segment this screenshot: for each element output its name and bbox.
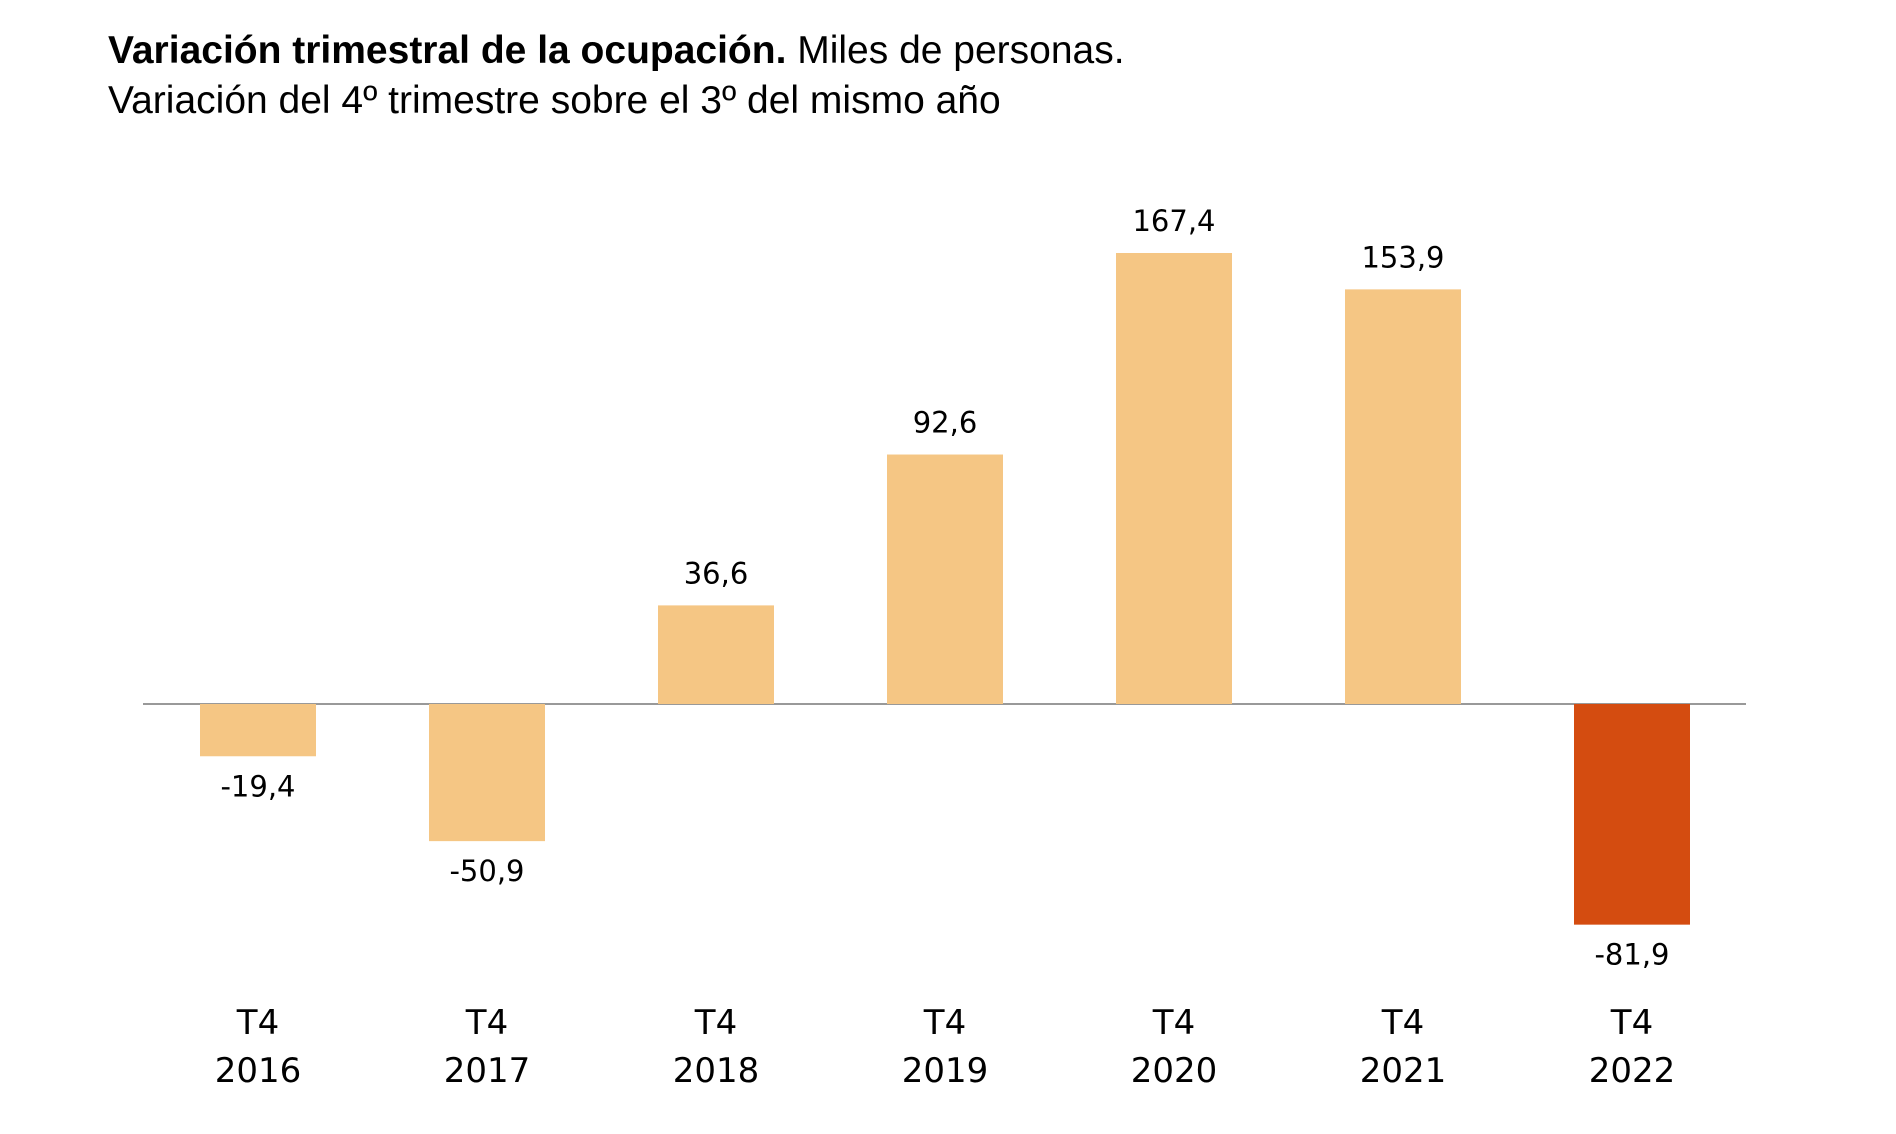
bar-3	[887, 454, 1003, 704]
value-label-3: 92,6	[913, 406, 978, 440]
category-label-0-line-0: T4	[236, 1003, 279, 1043]
category-label-6-line-0: T4	[1610, 1003, 1653, 1043]
chart-subtitle: Variación del 4º trimestre sobre el 3º d…	[108, 79, 1001, 122]
category-label-5-line-1: 2021	[1360, 1051, 1447, 1091]
value-label-1: -50,9	[449, 854, 524, 888]
category-label-1-line-0: T4	[465, 1003, 508, 1043]
value-label-5: 153,9	[1361, 240, 1444, 274]
bar-5	[1345, 289, 1461, 704]
category-label-3-line-1: 2019	[902, 1051, 989, 1091]
bar-series	[200, 253, 1690, 925]
value-label-6: -81,9	[1594, 938, 1669, 972]
chart-title-block: Variación trimestral de la ocupación. Mi…	[108, 26, 1125, 126]
bar-2	[658, 605, 774, 704]
category-label-6-line-1: 2022	[1589, 1051, 1676, 1091]
category-label-4-line-1: 2020	[1131, 1051, 1218, 1091]
category-label-3-line-0: T4	[923, 1003, 966, 1043]
bar-4	[1116, 253, 1232, 704]
chart-title-rest: Miles de personas.	[786, 29, 1125, 72]
category-label-4-line-0: T4	[1152, 1003, 1195, 1043]
bar-6	[1574, 704, 1690, 925]
chart-title: Variación trimestral de la ocupación. Mi…	[108, 26, 1125, 76]
category-label-2-line-0: T4	[694, 1003, 737, 1043]
bar-0	[200, 704, 316, 757]
value-labels: -19,4 -50,9 36,6 92,6 167,4 153,9 -81,9	[220, 204, 1669, 972]
value-label-0: -19,4	[220, 769, 295, 803]
value-label-2: 36,6	[684, 556, 749, 590]
bar-1	[429, 704, 545, 842]
category-labels: T4 2016 T4 2017 T4 2018 T4 2019 T4 2020 T4 2021 T4 20…	[215, 1003, 1676, 1091]
category-label-5-line-0: T4	[1381, 1003, 1424, 1043]
chart-title-bold: Variación trimestral de la ocupación.	[108, 29, 787, 72]
category-label-1-line-1: 2017	[444, 1051, 531, 1091]
category-label-2-line-1: 2018	[673, 1051, 760, 1091]
category-label-0-line-1: 2016	[215, 1051, 302, 1091]
value-label-4: 167,4	[1132, 204, 1215, 238]
